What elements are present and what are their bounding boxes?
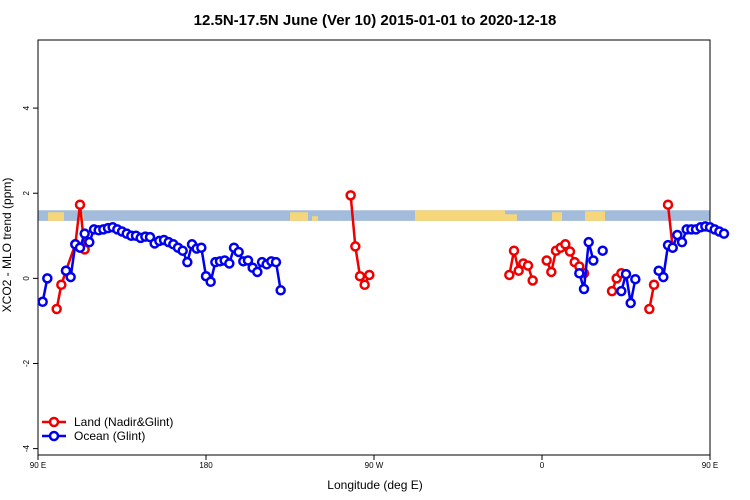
data-point [182,256,193,268]
land-patch [585,211,605,221]
data-point [177,245,188,256]
data-point [625,297,636,309]
data-point [270,256,282,268]
legend-marker [48,416,60,428]
data-point [242,255,254,266]
land-patch [290,212,308,221]
land-patch [48,212,64,221]
data-point [527,275,538,286]
data-point [84,236,95,248]
y-tick-label: -4 [22,445,31,453]
data-point [42,273,53,284]
data-point [74,242,86,253]
data-point [588,255,599,266]
data-point [644,303,655,315]
data-point [574,268,585,279]
data-point [252,266,263,278]
data-point [51,303,62,315]
data-point [224,258,235,269]
x-tick-label: 90 E [30,461,46,470]
data-point [205,276,216,288]
data-point [718,228,730,239]
series-line [578,241,595,290]
data-point [541,255,552,266]
data-point [504,269,515,281]
data-point [74,199,86,210]
data-point [648,279,660,290]
data-point [522,260,534,271]
x-tick-label: 180 [199,461,213,470]
series-line [666,204,674,248]
y-axis-label: XCO2 - MLO trend (ppm) [0,178,14,313]
y-tick-label: 0 [22,276,31,281]
data-point [233,246,244,258]
data-point [350,241,361,252]
y-tick-label: 2 [22,190,31,195]
data-point [364,269,375,281]
legend-marker [48,430,60,442]
data-point [578,283,590,295]
series-land [51,190,678,315]
data-point [630,273,641,285]
data-point [597,245,608,256]
x-tick-label: 90 E [702,461,718,470]
data-point [616,285,627,297]
data-point [564,246,576,257]
data-point [359,279,370,290]
data-point [606,285,618,297]
data-point [196,242,207,253]
data-point [65,271,76,283]
series-line [620,273,637,304]
chart-title: 12.5N-17.5N June (Ver 10) 2015-01-01 to … [194,12,557,29]
data-point [583,236,594,248]
data-point [275,285,286,296]
land-patch [415,210,505,221]
x-axis-label: Longitude (deg E) [327,478,422,492]
plot-area: -4 -2 0 2 4 90 E 180 90 W 0 90 E [22,39,730,470]
data-point [658,271,669,283]
data-point [560,239,571,250]
data-point [508,245,520,256]
data-point [676,236,688,248]
x-tick-label: 0 [540,461,545,470]
data-point [546,266,557,278]
land-patch [552,212,562,221]
legend-label: Ocean (Glint) [74,429,145,443]
y-tick-label: -2 [22,359,31,367]
plot-frame [37,39,711,456]
x-tick-label: 90 W [365,461,384,470]
data-point [56,279,67,290]
data-point [662,199,674,210]
series-ocean [37,221,730,309]
y-tick-label: 4 [22,105,31,110]
data-point [37,296,48,308]
data-point [79,228,90,239]
data-point [354,270,366,282]
data-point [672,229,683,241]
legend: Land (Nadir&Glint)Ocean (Glint) [42,415,173,443]
data-point [345,190,356,201]
data-point [667,242,678,253]
legend-label: Land (Nadir&Glint) [74,415,173,429]
land-patch [505,214,517,221]
data-point [513,265,524,276]
ocean-band [38,210,710,221]
data-point [620,268,632,280]
land-patch [312,216,318,221]
